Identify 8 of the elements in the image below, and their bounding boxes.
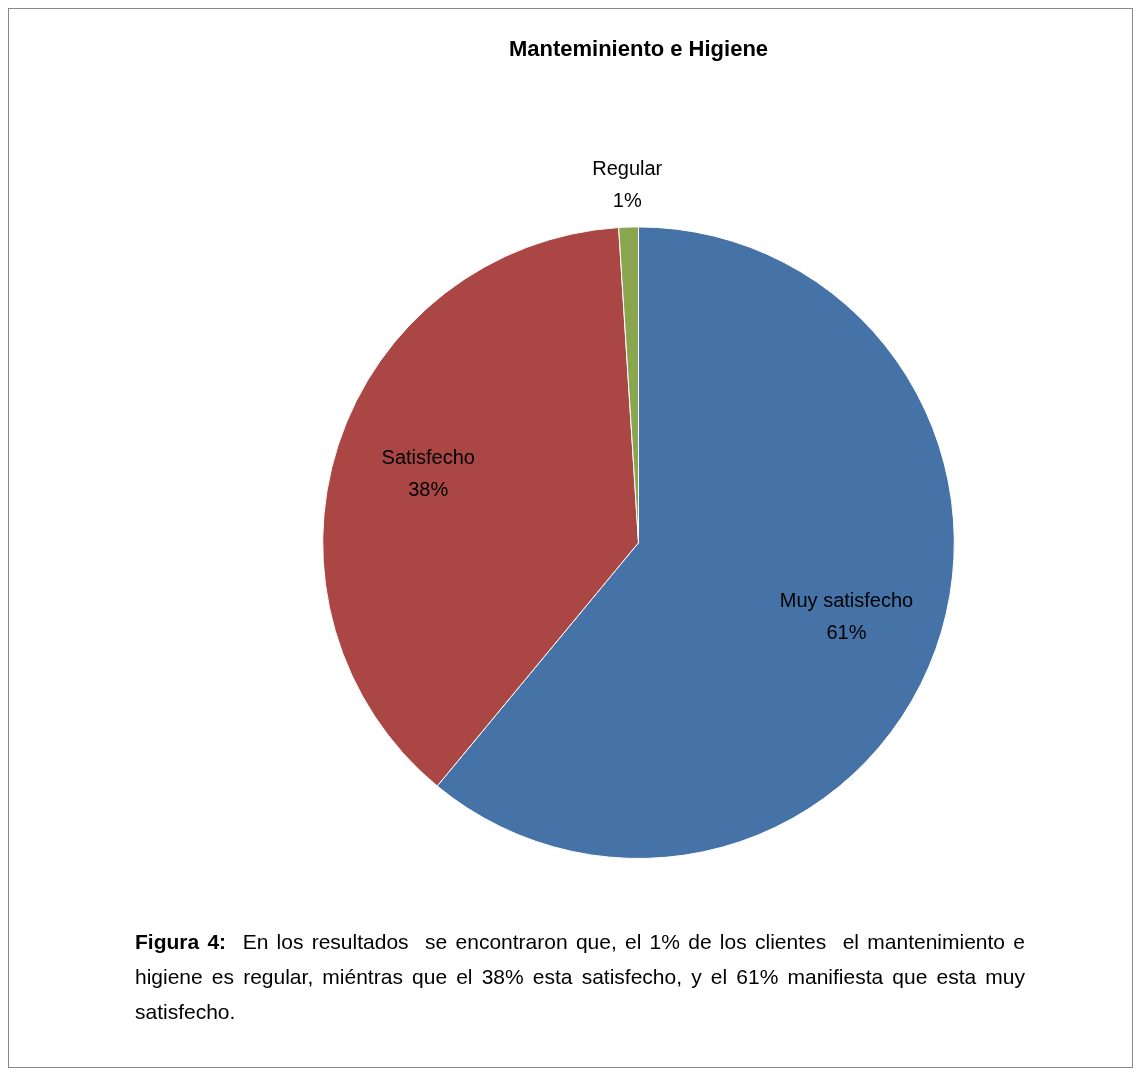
slice-label: Muy satisfecho	[779, 589, 914, 612]
slice-label: Regular	[592, 156, 663, 179]
data-label: 61%	[826, 621, 867, 644]
data-label: 38%	[408, 477, 449, 500]
slice-label: Satisfecho	[381, 445, 475, 468]
data-label: 1%	[612, 188, 642, 211]
chart-title: Manteminiento e Higiene	[508, 36, 769, 62]
text: Figura 4: En los resultados se encontraron que, el 1% de los clientes el mantenimiento e higiene es regular, miéntras que el 38% esta satisfecho, y el 61% manifiesta que esta muy satisfecho.	[135, 929, 1025, 1025]
